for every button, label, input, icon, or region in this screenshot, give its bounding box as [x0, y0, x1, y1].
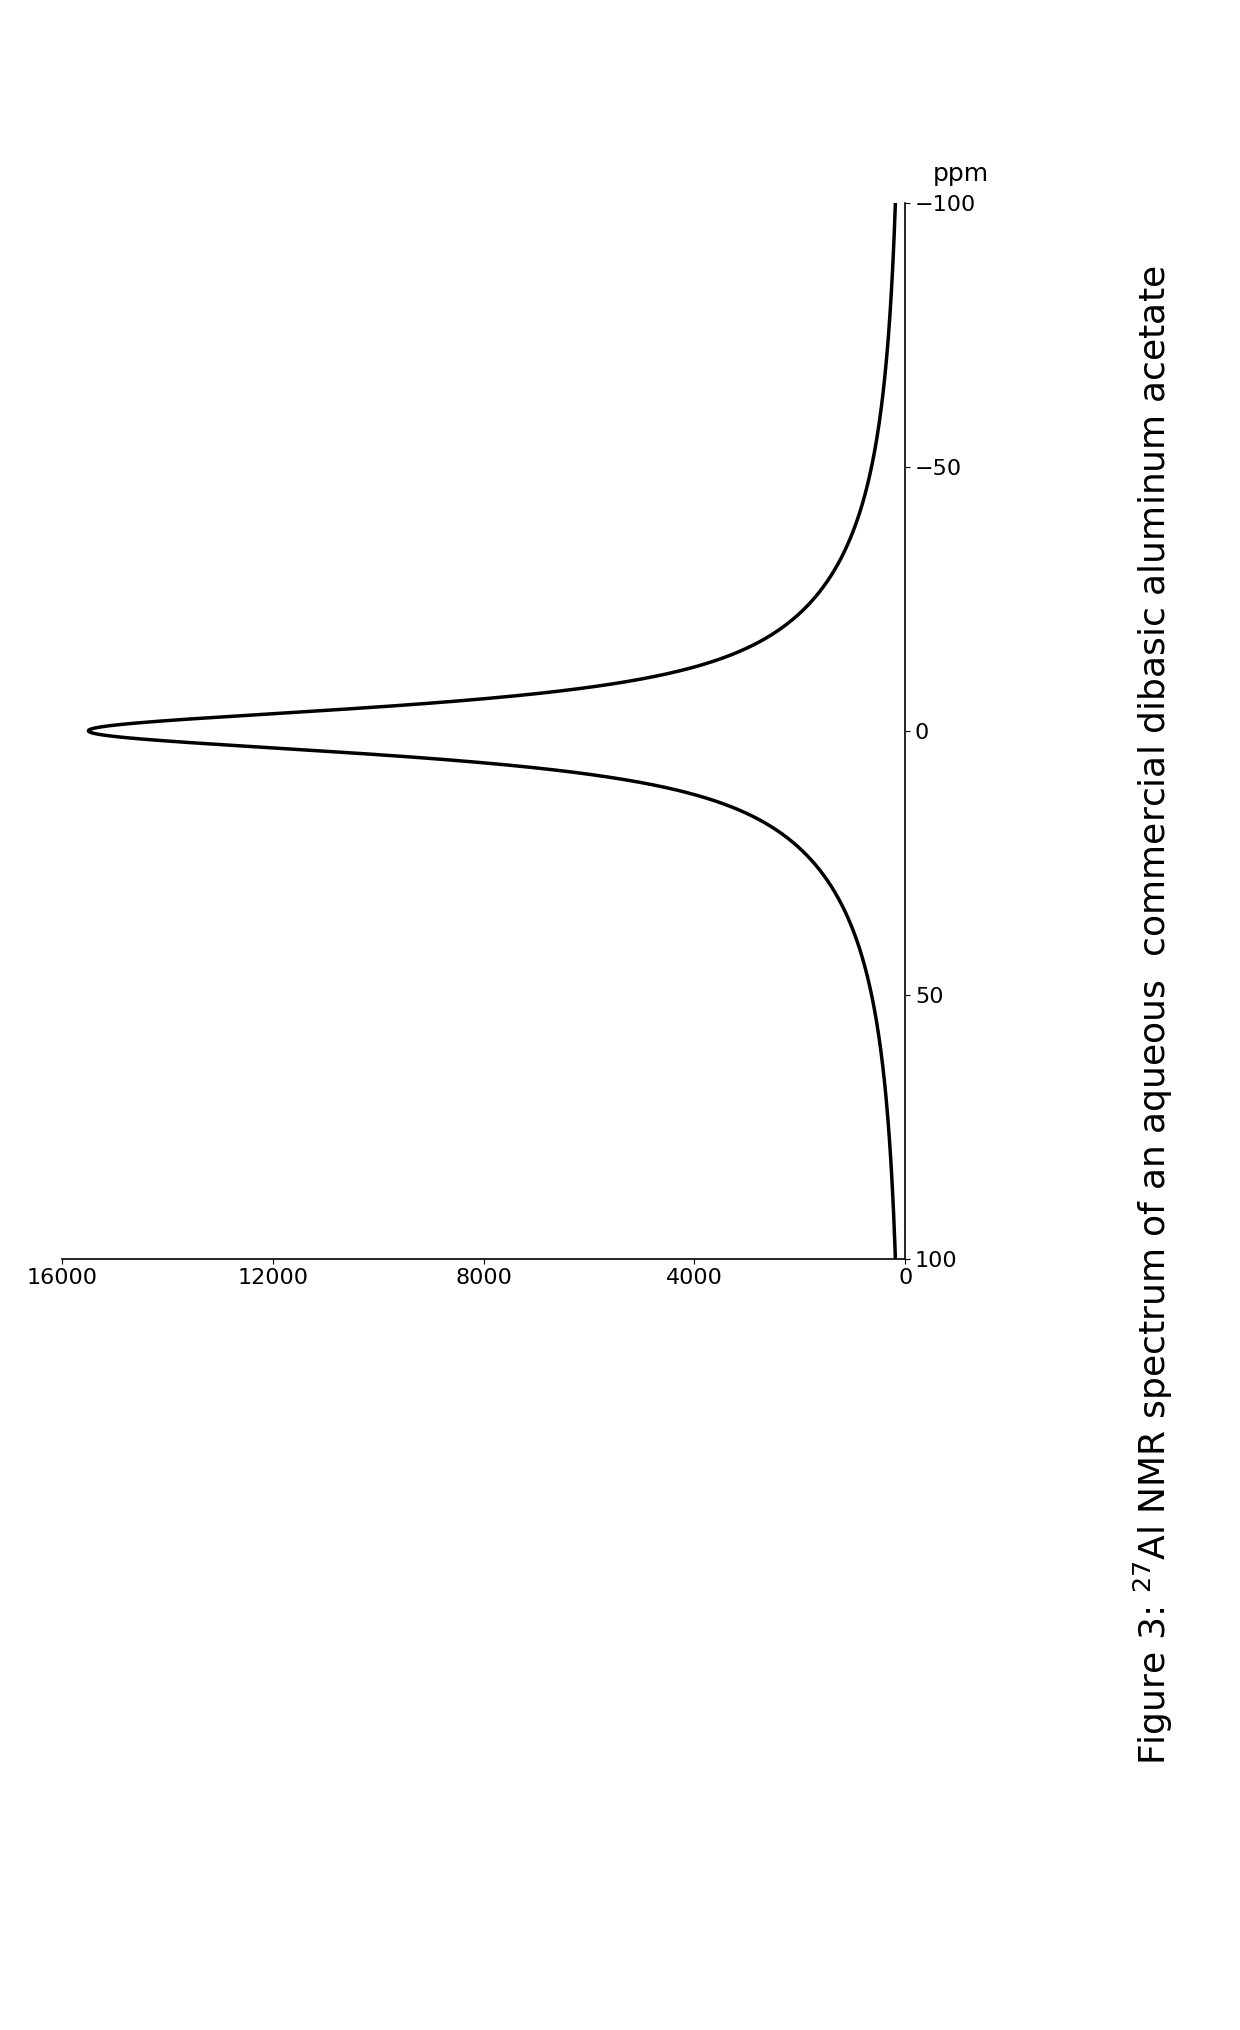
Text: ppm: ppm [932, 162, 990, 187]
Text: Figure 3: $^{27}$Al NMR spectrum of an aqueous  commercial dibasic aluminum acet: Figure 3: $^{27}$Al NMR spectrum of an a… [1132, 266, 1174, 1764]
